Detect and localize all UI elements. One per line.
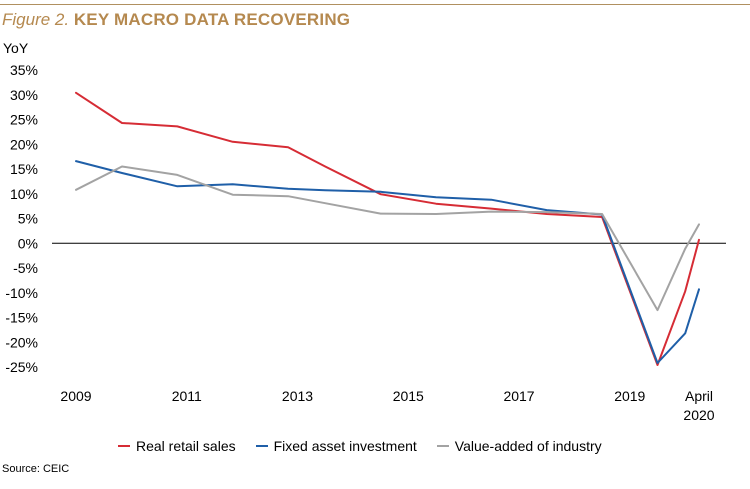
- series-line-1: [75, 91, 700, 366]
- legend-swatch: [436, 445, 449, 447]
- x-tick-label: 2009: [60, 388, 91, 404]
- legend-swatch: [255, 445, 268, 447]
- y-tick-label: 30%: [10, 87, 38, 103]
- x-tick-label: 2019: [614, 388, 645, 404]
- legend-item: Value-added of industry: [436, 438, 602, 454]
- series-line-2: [75, 160, 700, 364]
- y-axis-label: YoY: [3, 40, 29, 56]
- legend-item: Fixed asset investment: [255, 438, 417, 454]
- y-tick-label: -15%: [5, 310, 38, 326]
- x-tick-label: 2011: [172, 388, 202, 404]
- x-tick-label: 2020: [683, 407, 714, 423]
- y-tick-label: 35%: [10, 62, 38, 78]
- y-tick-label: 25%: [10, 112, 38, 128]
- figure-label: Figure 2.: [2, 10, 70, 29]
- legend: Real retail sales Fixed asset investment V…: [118, 434, 622, 454]
- legend-label: Real retail sales: [136, 438, 236, 454]
- legend-label: Value-added of industry: [454, 438, 602, 454]
- y-tick-label: -5%: [13, 260, 38, 276]
- x-tick-label: 2013: [282, 388, 313, 404]
- y-tick-label: 5%: [18, 211, 38, 227]
- x-tick-label: 2015: [393, 388, 424, 404]
- source-note: Source: CEIC: [2, 463, 70, 475]
- y-tick-label: 0%: [18, 235, 38, 251]
- legend-label: Fixed asset investment: [273, 438, 417, 454]
- chart-title: Figure 2. KEY MACRO DATA RECOVERING: [2, 10, 350, 30]
- y-tick-label: 15%: [10, 161, 38, 177]
- y-tick-label: -10%: [5, 285, 38, 301]
- y-tick-label: -20%: [5, 334, 38, 350]
- y-tick-label: 20%: [10, 136, 38, 152]
- legend-swatch: [118, 445, 130, 447]
- y-tick-label: 10%: [10, 186, 38, 202]
- legend-item: Real retail sales: [118, 438, 236, 454]
- x-tick-label: 2017: [503, 388, 534, 404]
- y-tick-label: -25%: [5, 359, 38, 375]
- series-line-3: [75, 165, 700, 312]
- title-text: KEY MACRO DATA RECOVERING: [73, 10, 351, 29]
- x-tick-label: April: [685, 388, 713, 404]
- top-rule: [0, 4, 750, 5]
